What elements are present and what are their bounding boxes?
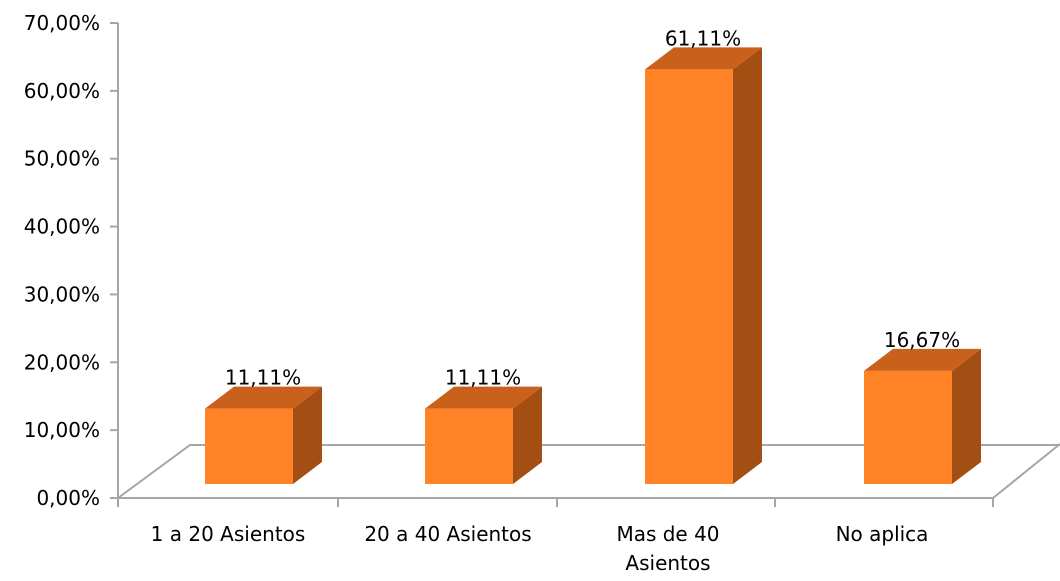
bar-top-face: [645, 47, 762, 70]
floor-right-edge: [992, 443, 1060, 499]
floor-back-edge: [117, 444, 1060, 499]
x-category-label: No aplica: [836, 522, 929, 546]
bar-side-face: [513, 386, 542, 484]
data-label: 61,11%: [665, 26, 741, 50]
bars: [205, 47, 981, 484]
labels: 11,11% 11,11% 61,11% 16,67% 1 a 20 Asientos 2…: [151, 26, 960, 575]
x-category-label: Mas de 40: [616, 522, 719, 546]
bar-front-face: [425, 408, 513, 484]
x-category-label: 20 a 40 Asientos: [364, 522, 531, 546]
bar: [864, 348, 981, 484]
bar: [205, 386, 322, 484]
data-label: 11,11%: [225, 366, 301, 390]
y-tick-label: 30,00%: [24, 282, 100, 306]
bar-side-face: [733, 47, 762, 484]
y-tick-label: 10,00%: [24, 418, 100, 442]
data-label: 11,11%: [445, 366, 521, 390]
bar-top-face: [864, 348, 981, 371]
y-axis: 0,00% 10,00% 20,00% 30,00% 40,00% 50,00% 60,00…: [24, 11, 119, 510]
bar-front-face: [645, 69, 733, 484]
bar-side-face: [293, 386, 322, 484]
y-tick-label: 0,00%: [36, 486, 100, 510]
x-category-label: 1 a 20 Asientos: [151, 522, 306, 546]
x-category-label: Asientos: [625, 551, 710, 575]
y-tick-label: 70,00%: [24, 11, 100, 35]
y-tick-label: 40,00%: [24, 215, 100, 239]
data-label: 16,67%: [884, 328, 960, 352]
bar-front-face: [205, 408, 293, 484]
bar-top-face: [425, 386, 542, 409]
bar-top-face: [205, 386, 322, 409]
bar: [425, 386, 542, 484]
y-tick-label: 60,00%: [24, 79, 100, 103]
bar-front-face: [864, 370, 952, 484]
bar-side-face: [952, 348, 981, 484]
bar: [645, 47, 762, 484]
y-tick-label: 50,00%: [24, 147, 100, 171]
chart-floor: [117, 443, 1060, 507]
y-tick-label: 20,00%: [24, 350, 100, 374]
